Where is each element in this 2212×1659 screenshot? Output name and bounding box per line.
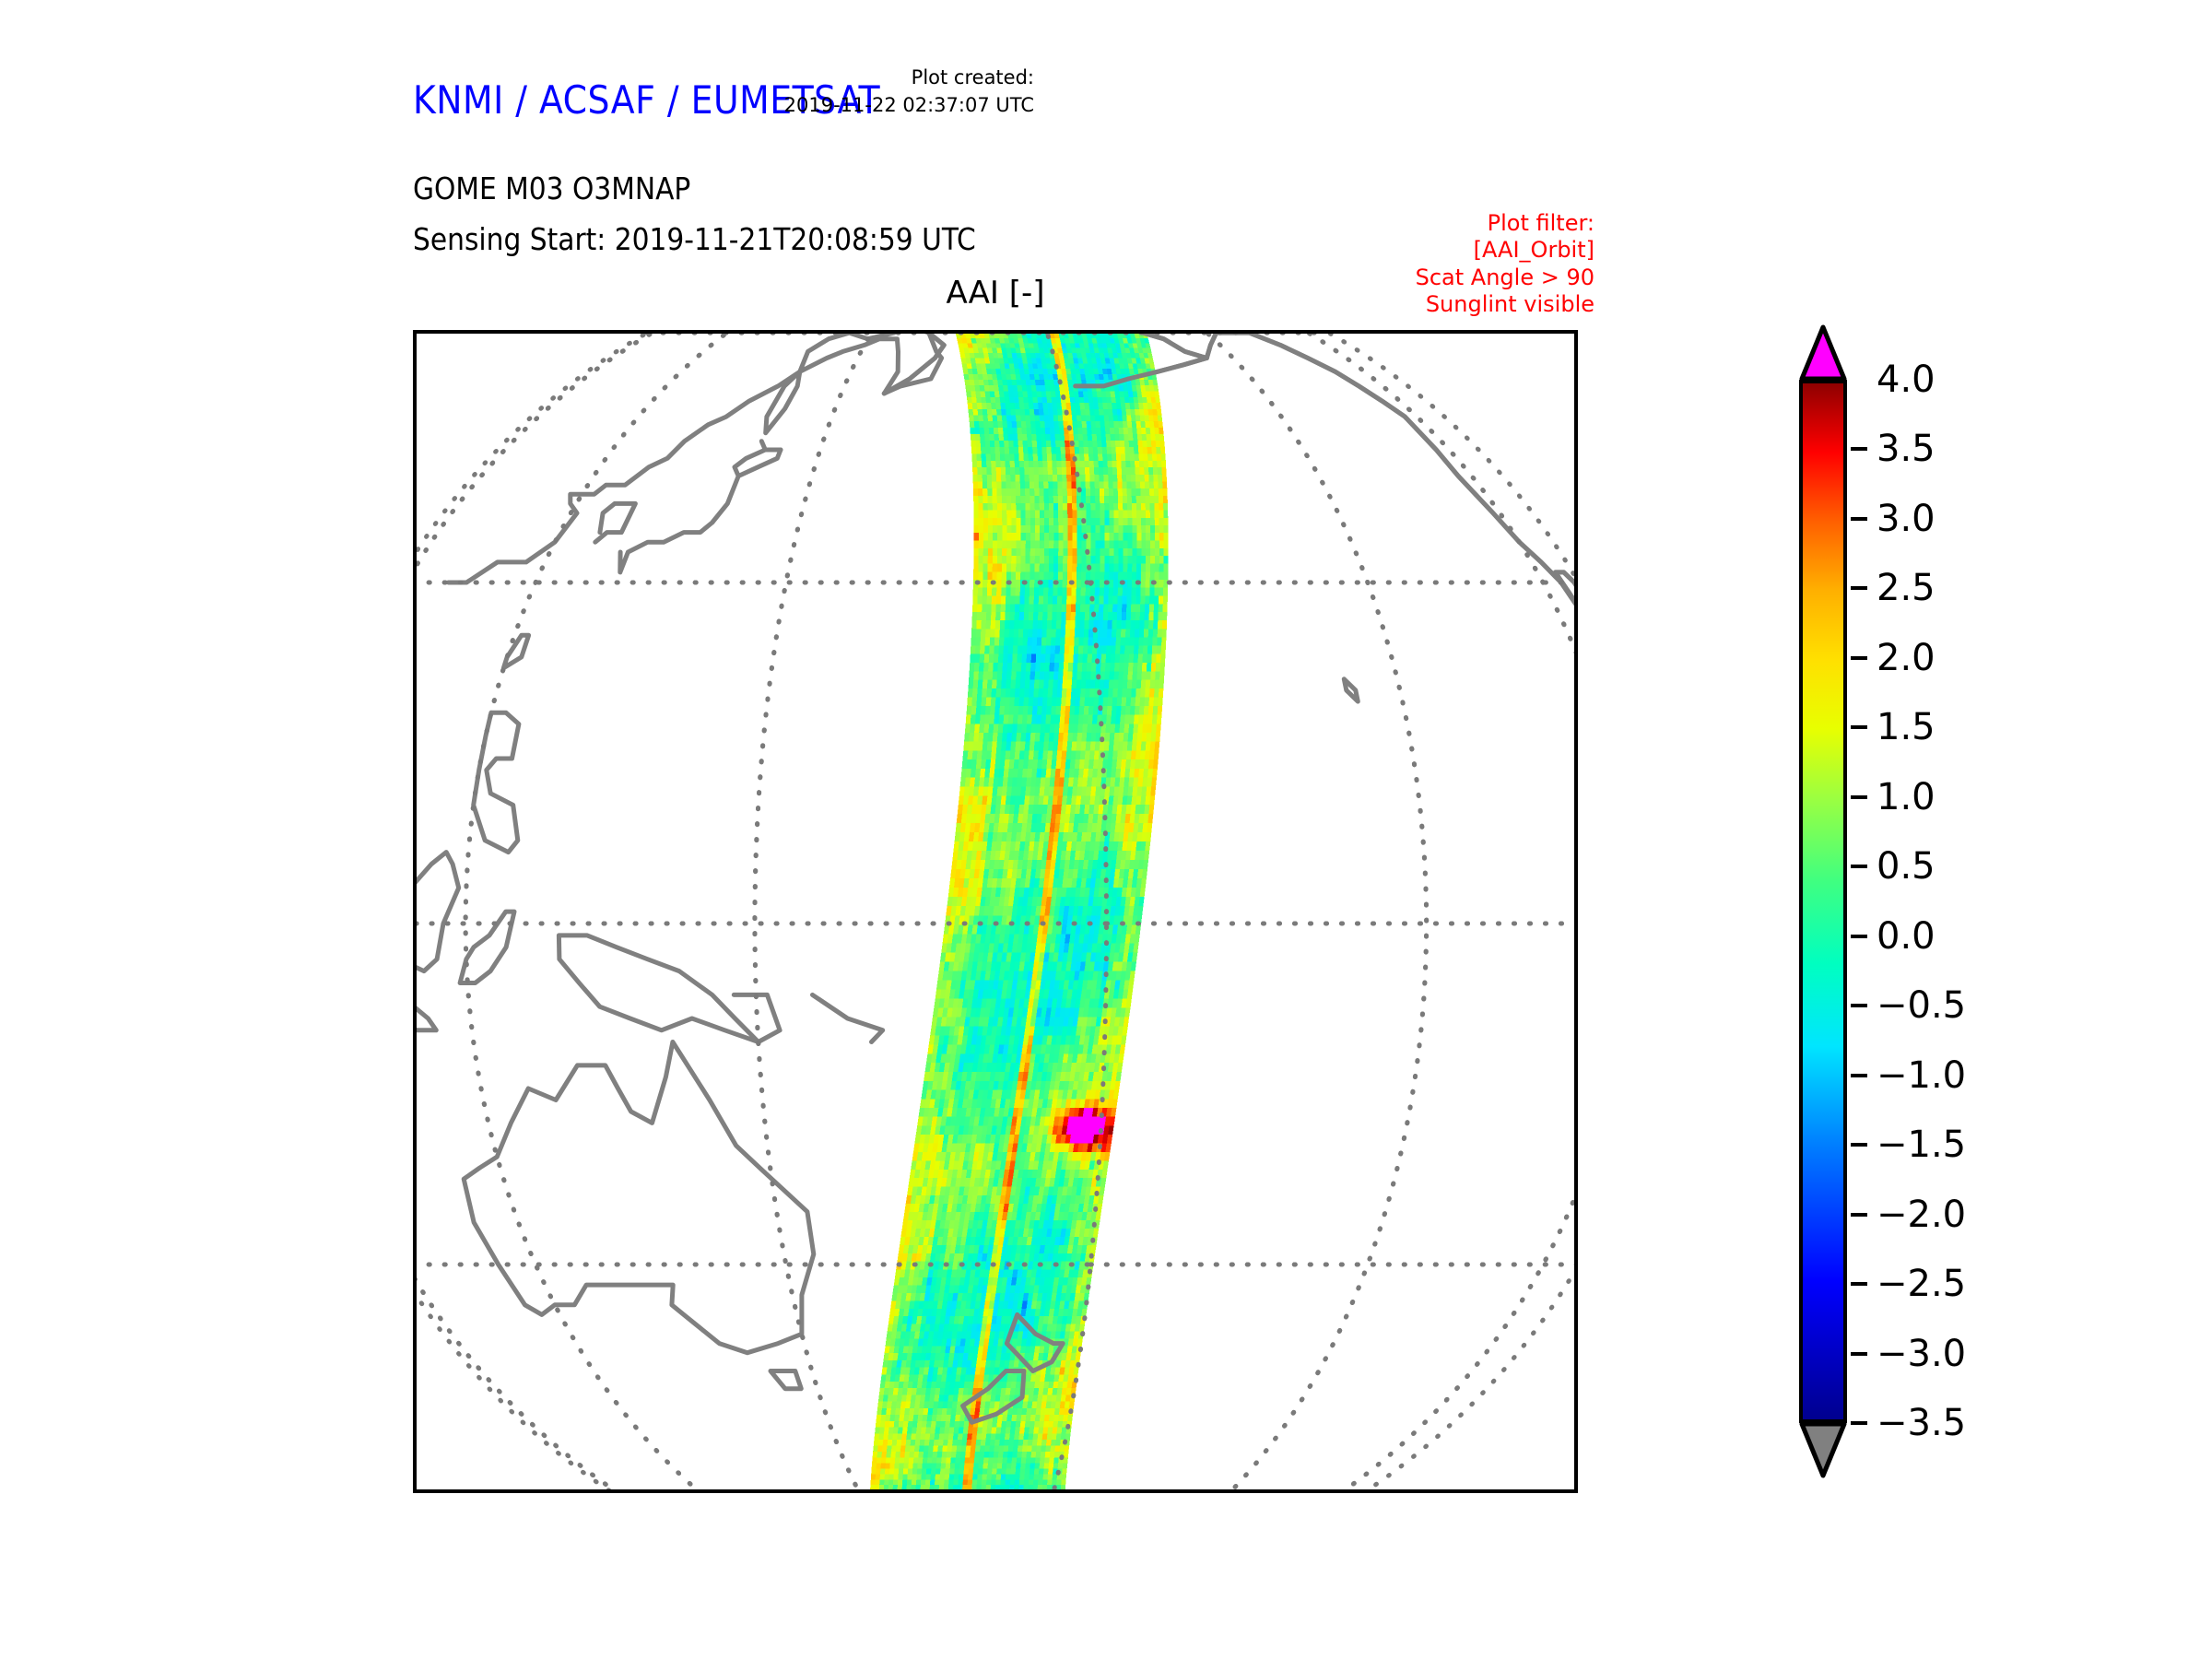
colorbar-tick-label: 1.5 — [1877, 706, 1936, 749]
colorbar-tick — [1851, 934, 1867, 938]
colorbar-tick-label: 2.0 — [1877, 636, 1936, 679]
graticule-overlay — [417, 334, 1574, 1489]
colorbar-tick — [1851, 1073, 1867, 1077]
colorbar-tick — [1851, 586, 1867, 591]
colorbar-tick — [1851, 865, 1867, 869]
colorbar-tick-label: 2.5 — [1877, 567, 1936, 610]
colorbar-tick — [1851, 1212, 1867, 1217]
colorbar-tick-label: −3.5 — [1877, 1402, 1967, 1444]
colorbar-tick — [1851, 1143, 1867, 1147]
dataset-name: GOME M03 O3MNAP — [413, 171, 691, 206]
plot-created-block: Plot created: 2019-11-22 02:37:07 UTC — [739, 65, 1034, 120]
colorbar-tick-label: −1.5 — [1877, 1124, 1967, 1167]
colorbar-tick-label: 3.0 — [1877, 497, 1936, 540]
plot-filter-name: [AAI_Orbit] — [1473, 237, 1594, 264]
data-swath — [870, 334, 1169, 1489]
colorbar-tick-label: 1.0 — [1877, 775, 1936, 818]
plot-filter-scat-angle: Scat Angle > 90 — [1415, 264, 1594, 290]
colorbar-tick — [1851, 1421, 1867, 1425]
plot-filter-block: Plot filter: [AAI_Orbit] Scat Angle > 90… — [1336, 210, 1594, 318]
colorbar-tick — [1851, 794, 1867, 799]
plot-filter-label: Plot filter: — [1487, 210, 1594, 236]
colorbar-tick — [1851, 447, 1867, 452]
colorbar-tick-label: −3.0 — [1877, 1332, 1967, 1375]
colorbar-tick — [1851, 1004, 1867, 1008]
coastlines-overlay — [881, 334, 1574, 1425]
map-canvas — [417, 334, 1574, 1489]
colorbar-gradient — [1799, 380, 1847, 1423]
map-plot-area — [413, 330, 1578, 1493]
colorbar-tick — [1851, 655, 1867, 660]
colorbar: 4.0 3.5 3.0 2.5 2.0 1.5 1.0 0.5 0.0 −0.5 −1.0 −1.5 −… — [1799, 324, 2186, 1523]
page-title: AAI [-] — [946, 275, 1045, 312]
colorbar-under-arrow — [1799, 1421, 1847, 1478]
sensing-start: Sensing Start: 2019-11-21T20:08:59 UTC — [413, 221, 976, 257]
plot-created-label: Plot created: — [911, 66, 1034, 88]
plot-created-value: 2019-11-22 02:37:07 UTC — [783, 93, 1034, 116]
colorbar-tick — [1851, 1351, 1867, 1356]
colorbar-tick — [1851, 725, 1867, 730]
plot-filter-sunglint: Sunglint visible — [1425, 290, 1594, 317]
colorbar-tick-label: −1.0 — [1877, 1053, 1967, 1097]
colorbar-over-arrow — [1799, 324, 1847, 382]
organisation-title: KNMI / ACSAF / EUMETSAT — [413, 77, 881, 123]
colorbar-tick-label: 3.5 — [1877, 428, 1936, 471]
colorbar-tick — [1851, 516, 1867, 521]
colorbar-tick-label: −0.5 — [1877, 984, 1967, 1028]
colorbar-tick-label: 0.5 — [1877, 845, 1936, 888]
colorbar-tick-label: −2.0 — [1877, 1193, 1967, 1236]
colorbar-tick-label: 0.0 — [1877, 914, 1936, 958]
colorbar-tick-label: 4.0 — [1877, 359, 1936, 401]
colorbar-tick-label: −2.5 — [1877, 1263, 1967, 1306]
colorbar-tick — [1851, 1282, 1867, 1287]
